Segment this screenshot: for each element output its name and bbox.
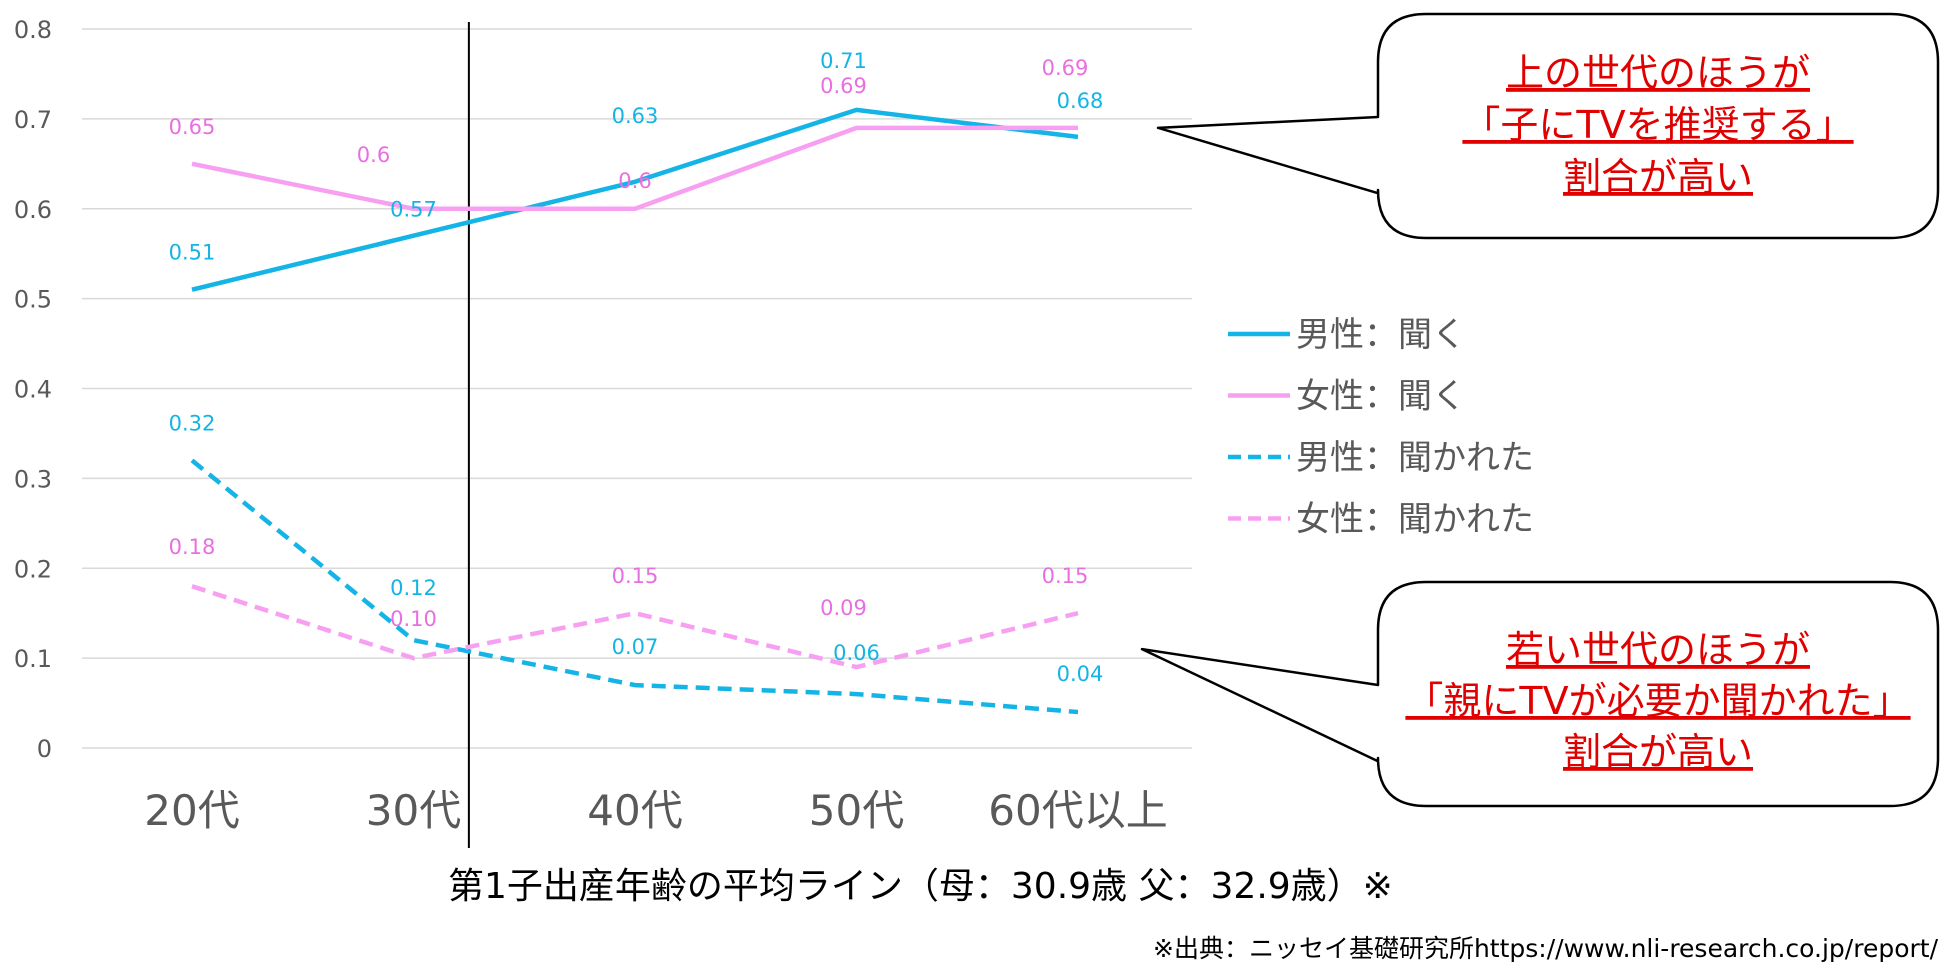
data-label-female-asked: 0.18 (169, 535, 216, 559)
data-label-male-ask: 0.63 (612, 104, 659, 128)
y-tick-label: 0 (37, 735, 52, 763)
data-label-female-ask: 0.6 (618, 169, 651, 193)
callout-text-lower: 「親にTVが必要か聞かれた」 (1405, 679, 1910, 723)
data-label-male-ask: 0.71 (820, 49, 867, 73)
gridlines (82, 28, 1192, 749)
average-line-caption: 第1子出産年齢の平均ライン（母：30.9歳 父：32.9歳）※ (448, 866, 1393, 907)
data-label-female-ask: 0.69 (1042, 56, 1089, 80)
data-label-male-asked: 0.04 (1057, 662, 1104, 686)
y-tick-label: 0.1 (14, 645, 52, 673)
x-tick-label: 40代 (587, 786, 682, 835)
x-axis-ticks: 20代 30代 40代 50代 60代以上 (144, 786, 1167, 835)
data-labels: 0.51 0.57 0.63 0.71 0.68 0.65 0.6 0.6 0.69 0.69 0.… (169, 49, 1104, 686)
x-tick-label: 30代 (366, 786, 461, 835)
y-axis-ticks: 0 0.1 0.2 0.3 0.4 0.5 0.6 0.7 0.8 (14, 16, 52, 763)
series-line-female-asked (191, 584, 1079, 670)
y-tick-label: 0.5 (14, 286, 52, 314)
data-label-male-ask: 0.57 (390, 198, 437, 222)
callout-box-upper (1156, 12, 1940, 240)
callout-text-upper: 上の世代のほうが (1506, 51, 1810, 95)
data-label-female-ask: 0.65 (169, 115, 216, 139)
data-label-female-asked: 0.15 (612, 564, 659, 588)
callout-box-lower (1140, 580, 1940, 808)
y-tick-label: 0.8 (14, 16, 52, 44)
data-label-female-ask: 0.6 (357, 143, 390, 167)
data-label-male-asked: 0.32 (169, 411, 216, 435)
series-line-male-ask (191, 107, 1079, 292)
callout-text-upper: 「子にTVを推奨する」 (1462, 103, 1853, 147)
data-label-female-asked: 0.09 (820, 596, 867, 620)
callout-text-lower: 割合が高い (1563, 730, 1753, 774)
legend-label-male-ask: 男性：聞く (1296, 315, 1466, 355)
data-label-male-ask: 0.51 (169, 241, 216, 265)
data-label-male-asked: 0.12 (390, 576, 437, 600)
y-tick-label: 0.2 (14, 555, 52, 583)
y-tick-label: 0.3 (14, 465, 52, 493)
data-label-male-asked: 0.06 (833, 641, 880, 665)
callout-text-lower: 若い世代のほうが (1506, 628, 1810, 672)
series-lines (190, 107, 1079, 715)
x-tick-label: 60代以上 (988, 786, 1167, 835)
data-label-female-asked: 0.10 (390, 607, 437, 631)
data-label-female-ask: 0.69 (820, 74, 867, 98)
data-label-male-ask: 0.68 (1057, 89, 1104, 113)
y-tick-label: 0.7 (14, 106, 52, 134)
y-tick-label: 0.6 (14, 196, 52, 224)
legend-label-female-asked: 女性：聞かれた (1296, 500, 1534, 540)
data-label-male-asked: 0.07 (612, 635, 659, 659)
data-label-female-asked: 0.15 (1042, 564, 1089, 588)
x-tick-label: 50代 (809, 786, 904, 835)
source-note: ※出典：ニッセイ基礎研究所https://www.nli-research.co… (1153, 934, 1939, 963)
legend-label-male-asked: 男性：聞かれた (1296, 438, 1534, 478)
x-tick-label: 20代 (144, 786, 239, 835)
callout-text-upper: 割合が高い (1563, 155, 1753, 199)
series-line-male-asked (190, 458, 1079, 715)
legend-label-female-ask: 女性：聞く (1296, 377, 1466, 417)
y-tick-label: 0.4 (14, 376, 52, 404)
series-line-female-ask (191, 125, 1078, 211)
callouts: 上の世代のほうが「子にTVを推奨する」割合が高い若い世代のほうが「親にTVが必要… (1140, 12, 1940, 808)
